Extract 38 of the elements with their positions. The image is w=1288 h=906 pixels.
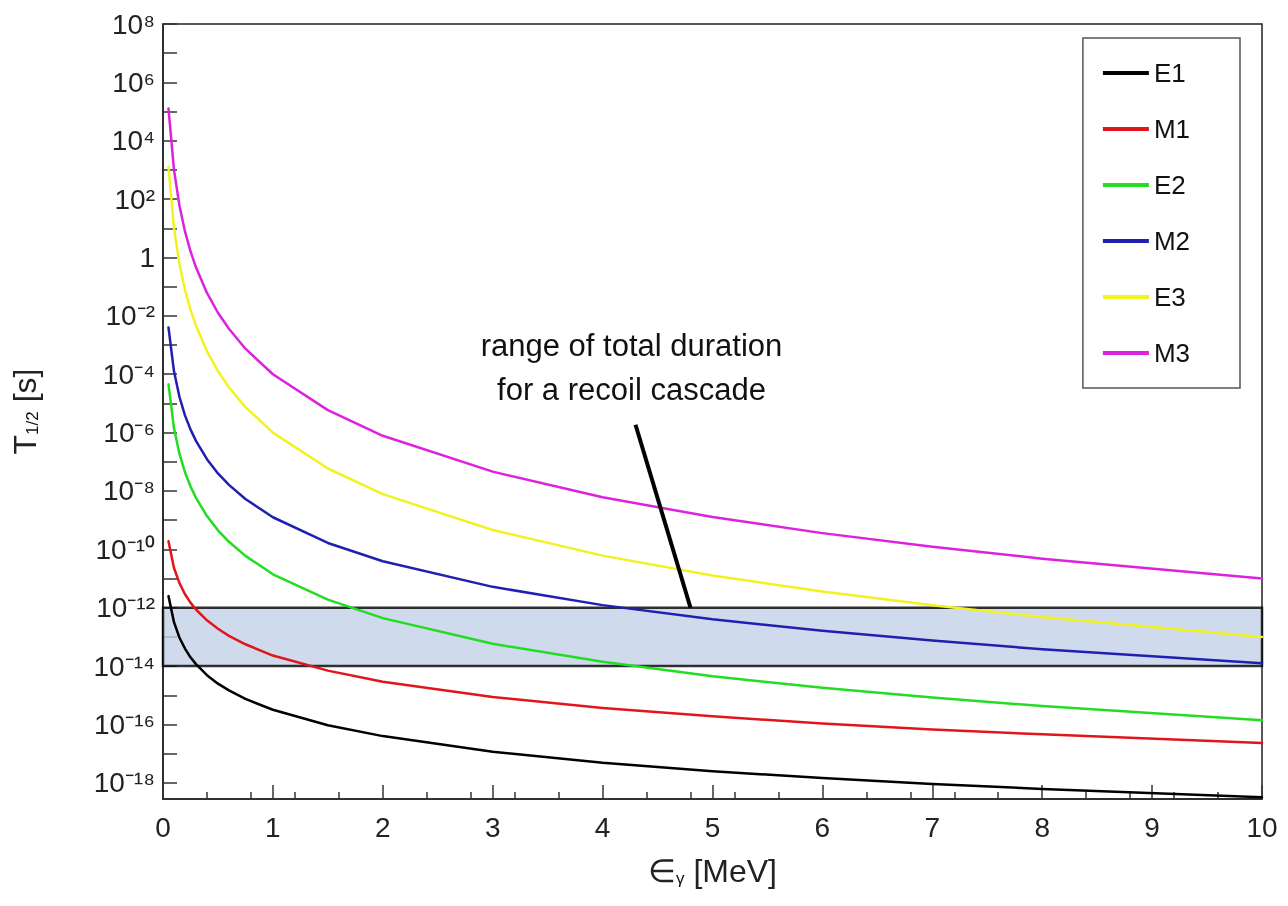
x-tick-label: 2	[375, 811, 391, 843]
legend-label: E2	[1153, 170, 1186, 200]
annotation: range of total duration for a recoil cascade	[480, 327, 783, 407]
y-tick-label: 1	[139, 242, 155, 273]
x-tick-label: 4	[594, 811, 611, 843]
y-tick-label: 10⁻²	[105, 300, 155, 332]
y-tick-label: 10⁶	[112, 66, 155, 98]
legend-label: M3	[1153, 338, 1191, 368]
y-tick-label: 10⁸	[112, 8, 155, 40]
x-axis-title: ∈γ [MeV]	[648, 853, 777, 889]
line-series	[167, 539, 1264, 745]
y-tick-label: 10⁻¹⁰	[95, 533, 155, 565]
y-axis-title: T1/2 [s]	[7, 368, 43, 455]
x-tick-label: 7	[924, 811, 941, 843]
legend-label: E3	[1153, 282, 1186, 312]
legend-label: E1	[1153, 58, 1186, 88]
x-tick-label: 6	[814, 811, 831, 843]
y-tick-label: 10⁻⁴	[102, 358, 155, 390]
y-tick-label: 10⁴	[111, 125, 155, 157]
y-tick-label: 10⁻¹⁶	[94, 708, 155, 740]
y-tick-label: 10⁻¹⁸	[93, 767, 155, 799]
legend-label: M1	[1153, 114, 1191, 144]
x-tick-label: 3	[484, 811, 501, 843]
x-tick-label: 10	[1246, 811, 1278, 843]
y-tick-label: 10⁻¹²	[96, 592, 155, 624]
line-series	[167, 165, 1264, 639]
y-tick-label: 10²	[114, 183, 155, 215]
y-tick-label: 10⁻¹⁴	[93, 650, 155, 682]
y-tick-label: 10⁻⁸	[103, 475, 155, 507]
x-tick-label: 0	[155, 811, 171, 843]
x-tick-label: 5	[704, 811, 721, 843]
line-series	[167, 107, 1264, 580]
legend-label: M2	[1153, 226, 1191, 256]
x-tick-label: 1	[265, 811, 281, 843]
line-series	[167, 326, 1264, 665]
x-tick-label: 8	[1034, 811, 1050, 843]
x-tick-label: 9	[1144, 811, 1160, 843]
y-tick-label: 10⁻⁶	[103, 417, 155, 449]
